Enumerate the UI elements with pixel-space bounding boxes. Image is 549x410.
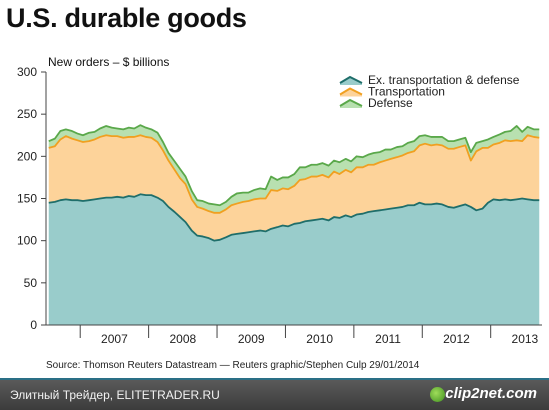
axes: 0 50 100 150 200 250 300 2007 2008 2009 2010 2011 20… — [17, 65, 542, 346]
x-tick-label: 2009 — [238, 332, 265, 346]
x-tick-label: 2013 — [512, 332, 539, 346]
legend-swatch-line — [339, 87, 363, 96]
clip2net-logo-icon — [430, 387, 445, 402]
legend-swatch-line — [339, 98, 363, 107]
y-tick-label: 150 — [17, 192, 37, 206]
line-transportation — [48, 134, 540, 214]
footer-bar: Элитный Трейдер, ELITETRADER.RU clip2net… — [0, 380, 549, 410]
footer-divider — [0, 378, 549, 380]
area-transportation — [48, 135, 540, 241]
x-tick-label: 2012 — [443, 332, 470, 346]
legend-item: Transportation — [339, 85, 445, 99]
y-tick-label: 50 — [24, 276, 38, 290]
legend-label: Defense — [368, 96, 413, 110]
brand-label: clip2net.com — [445, 385, 537, 402]
legend-item: Ex. transportation & defense — [339, 73, 520, 87]
x-tick-label: 2008 — [169, 332, 196, 346]
area-layers — [48, 124, 540, 325]
line-defense — [48, 124, 540, 207]
chart-title: U.S. durable goods — [6, 3, 247, 33]
y-tick-label: 0 — [30, 318, 37, 332]
source-note: Source: Thomson Reuters Datastream — Reu… — [46, 360, 420, 371]
legend-swatch-line — [339, 75, 363, 84]
x-tick-label: 2010 — [306, 332, 333, 346]
legend-label: Transportation — [368, 85, 445, 99]
area-defense — [48, 125, 540, 213]
x-tick-label: 2011 — [375, 332, 401, 346]
area-ex-transportation — [48, 194, 540, 325]
legend-swatch — [340, 77, 362, 85]
line-ex-transportation — [48, 193, 540, 242]
chart-subtitle: New orders – $ billions — [48, 55, 169, 69]
x-tick-label: 2007 — [101, 332, 128, 346]
y-tick-label: 200 — [17, 149, 37, 163]
y-tick-label: 250 — [17, 107, 37, 121]
legend-label: Ex. transportation & defense — [368, 73, 520, 87]
legend-swatch — [340, 88, 362, 97]
y-tick-label: 300 — [17, 65, 37, 79]
footer-text: Элитный Трейдер, ELITETRADER.RU — [10, 388, 220, 402]
y-tick-label: 100 — [17, 234, 37, 248]
legend: Ex. transportation & defenseTransportati… — [339, 73, 520, 110]
legend-item: Defense — [339, 96, 413, 110]
chart: New orders – $ billions 0 50 100 150 200 250 3… — [17, 55, 542, 346]
legend-swatch — [340, 100, 362, 108]
